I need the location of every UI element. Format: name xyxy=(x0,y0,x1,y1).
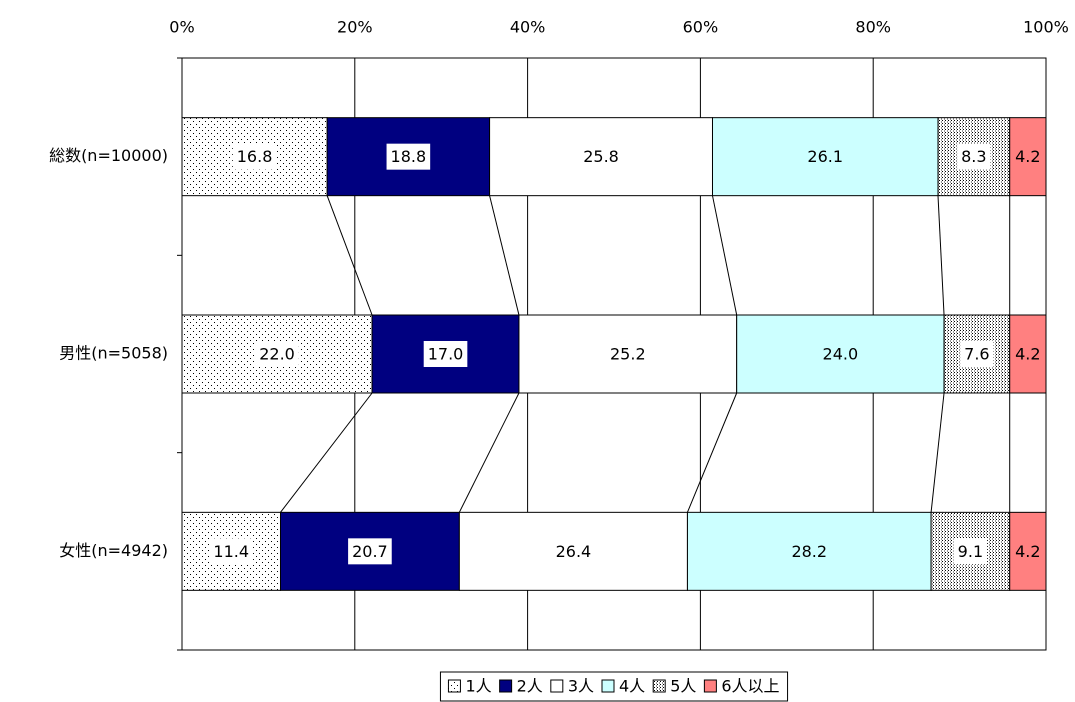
value-label: 17.0 xyxy=(428,345,464,364)
series-line xyxy=(930,392,945,513)
legend-swatch xyxy=(499,679,513,693)
bar-segment xyxy=(489,117,713,197)
x-tick-label: 100% xyxy=(1023,18,1069,37)
value-label: 25.2 xyxy=(610,345,646,364)
value-label: 4.2 xyxy=(1015,345,1040,364)
y-tick-label: 総数(n=10000) xyxy=(49,146,168,165)
value-label: 26.1 xyxy=(807,147,843,166)
bar-segment xyxy=(518,314,738,394)
bar-segment xyxy=(943,314,1011,394)
bar-segment xyxy=(458,511,688,591)
value-label: 4.2 xyxy=(1015,542,1040,561)
value-label: 9.1 xyxy=(958,542,983,561)
value-label: 20.7 xyxy=(352,542,388,561)
series-line xyxy=(712,195,738,316)
value-label-box xyxy=(232,143,277,170)
value-label: 18.8 xyxy=(391,147,427,166)
legend-label: 2人 xyxy=(517,677,543,696)
series-line xyxy=(686,392,738,513)
bar-segment xyxy=(1009,314,1047,394)
bar-segment xyxy=(686,511,932,591)
value-label-box xyxy=(255,341,299,367)
value-label: 28.2 xyxy=(791,542,827,561)
y-tick-label: 男性(n=5058) xyxy=(59,344,168,363)
legend-label: 3人 xyxy=(568,677,594,696)
bar-segment xyxy=(1009,117,1047,197)
legend-label: 4人 xyxy=(619,677,645,696)
value-label: 25.8 xyxy=(583,147,619,166)
value-label-box xyxy=(957,143,991,170)
legend-swatch xyxy=(447,679,461,693)
series-line xyxy=(326,195,373,316)
value-label: 16.8 xyxy=(237,147,273,166)
x-tick-label: 80% xyxy=(855,18,891,37)
series-line xyxy=(458,392,520,513)
legend-swatch xyxy=(550,679,564,693)
x-tick-label: 60% xyxy=(683,18,719,37)
value-label: 4.2 xyxy=(1015,147,1040,166)
value-label-box xyxy=(960,341,994,367)
series-line xyxy=(937,195,945,316)
legend-swatch xyxy=(703,679,717,693)
legend-label: 1人 xyxy=(465,677,491,696)
value-label: 24.0 xyxy=(823,345,859,364)
value-label-box xyxy=(348,538,392,565)
value-label-box xyxy=(209,538,254,565)
series-line xyxy=(280,392,373,513)
x-tick-label: 0% xyxy=(169,18,194,37)
bar-segment xyxy=(736,314,945,394)
legend-label: 5人 xyxy=(670,677,696,696)
x-tick-label: 20% xyxy=(337,18,373,37)
value-label-box xyxy=(423,341,468,367)
legend-swatch xyxy=(601,679,615,693)
value-label: 7.6 xyxy=(964,345,989,364)
legend-label: 6人以上 xyxy=(721,677,779,696)
x-tick-label: 40% xyxy=(510,18,546,37)
series-line xyxy=(489,195,520,316)
y-tick-label: 女性(n=4942) xyxy=(59,541,168,560)
value-label: 11.4 xyxy=(213,542,249,561)
bar-segment xyxy=(1009,511,1047,591)
value-label-box xyxy=(386,143,431,170)
value-label: 22.0 xyxy=(259,345,295,364)
value-label: 8.3 xyxy=(961,147,986,166)
legend-swatch xyxy=(652,679,666,693)
value-label-box xyxy=(953,538,988,565)
bar-segment xyxy=(711,117,939,197)
value-label: 26.4 xyxy=(556,542,592,561)
